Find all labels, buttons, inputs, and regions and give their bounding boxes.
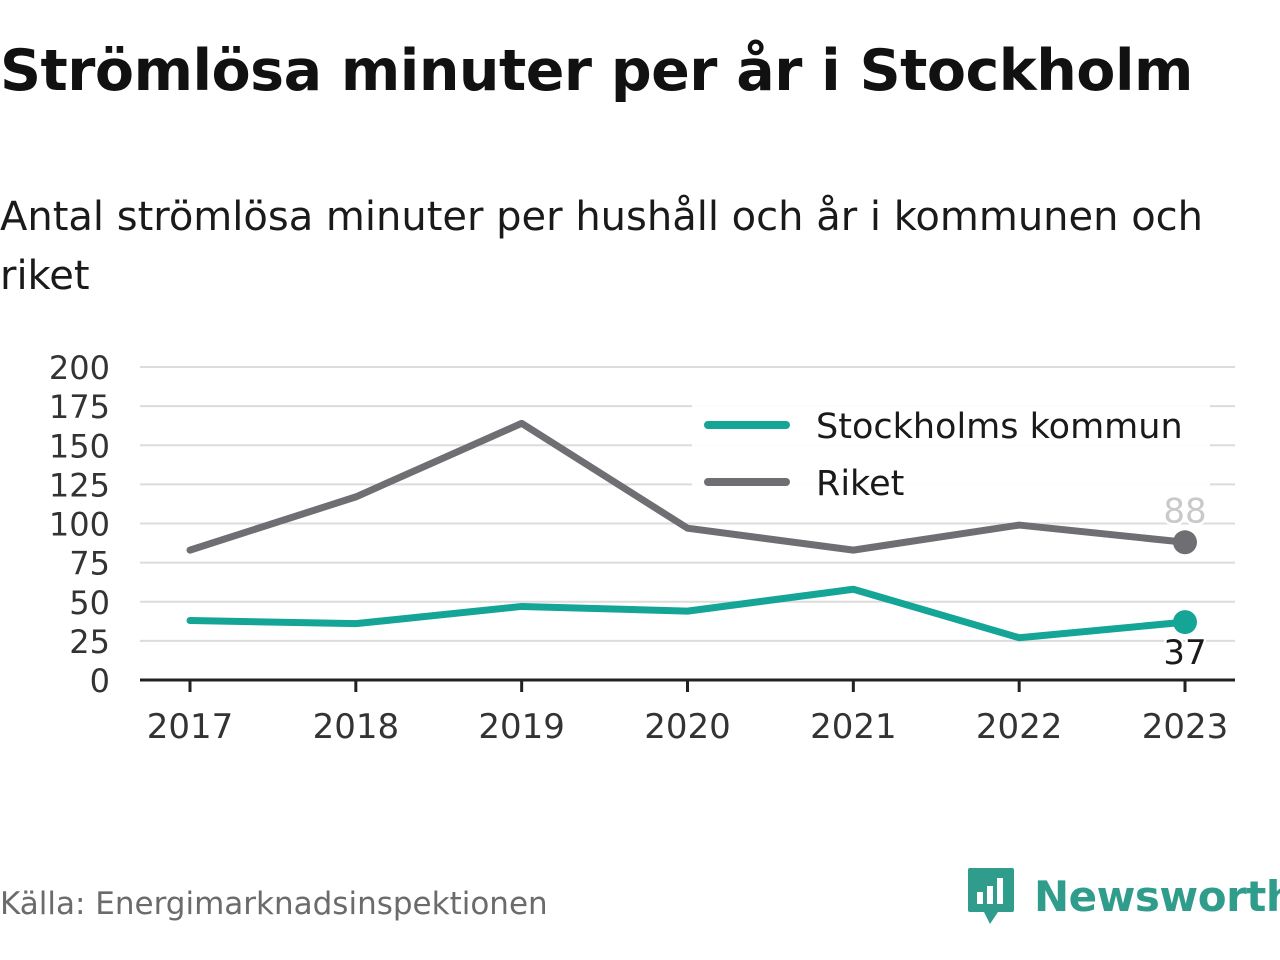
y-tick-label: 200 (49, 349, 110, 387)
brand-logo: Newsworthy (966, 866, 1280, 926)
x-tick-label: 2021 (810, 707, 897, 747)
end-value-labels: 88 37 (1161, 489, 1209, 676)
chart-title: Strömlösa minuter per år i Stockholm (0, 38, 1193, 104)
x-tick-label: 2018 (313, 707, 400, 747)
legend-background (692, 402, 1210, 512)
x-tick-label: 2022 (976, 707, 1063, 747)
x-tick-label: 2017 (147, 707, 234, 747)
legend: Stockholms kommun Riket (692, 402, 1210, 512)
y-tick-label: 125 (49, 466, 110, 504)
series-end-point-stockholms-kommun (1173, 610, 1197, 635)
bar-chart-badge-icon (968, 868, 1014, 924)
series-lines (186, 419, 1197, 642)
legend-label-riket: Riket (816, 464, 904, 504)
end-label-riket: 88 (1163, 491, 1206, 531)
y-tick-label: 25 (69, 623, 110, 661)
source-note: Källa: Energimarknadsinspektionen (0, 886, 548, 922)
series-line-riket (186, 419, 1189, 554)
x-tick-label: 2020 (644, 707, 731, 747)
x-tick-label: 2023 (1142, 707, 1229, 747)
x-axis-ticks: 2017 2018 2019 2020 2021 2022 2023 (147, 680, 1229, 747)
y-tick-label: 75 (69, 545, 110, 583)
end-label-stockholm: 37 (1163, 633, 1206, 673)
chart-subtitle: Antal strömlösa minuter per hushåll och … (0, 194, 1204, 299)
y-tick-label: 150 (49, 427, 110, 465)
y-tick-label: 50 (69, 584, 110, 622)
series-line-stockholms-kommun (186, 585, 1189, 642)
y-tick-label: 0 (90, 662, 110, 700)
legend-label-stockholms-kommun: Stockholms kommun (816, 407, 1183, 447)
series-end-point-riket (1173, 530, 1197, 555)
y-tick-label: 175 (49, 388, 110, 426)
x-tick-label: 2019 (478, 707, 565, 747)
y-tick-label: 100 (49, 506, 110, 544)
brand-name: Newsworthy (1034, 871, 1280, 921)
